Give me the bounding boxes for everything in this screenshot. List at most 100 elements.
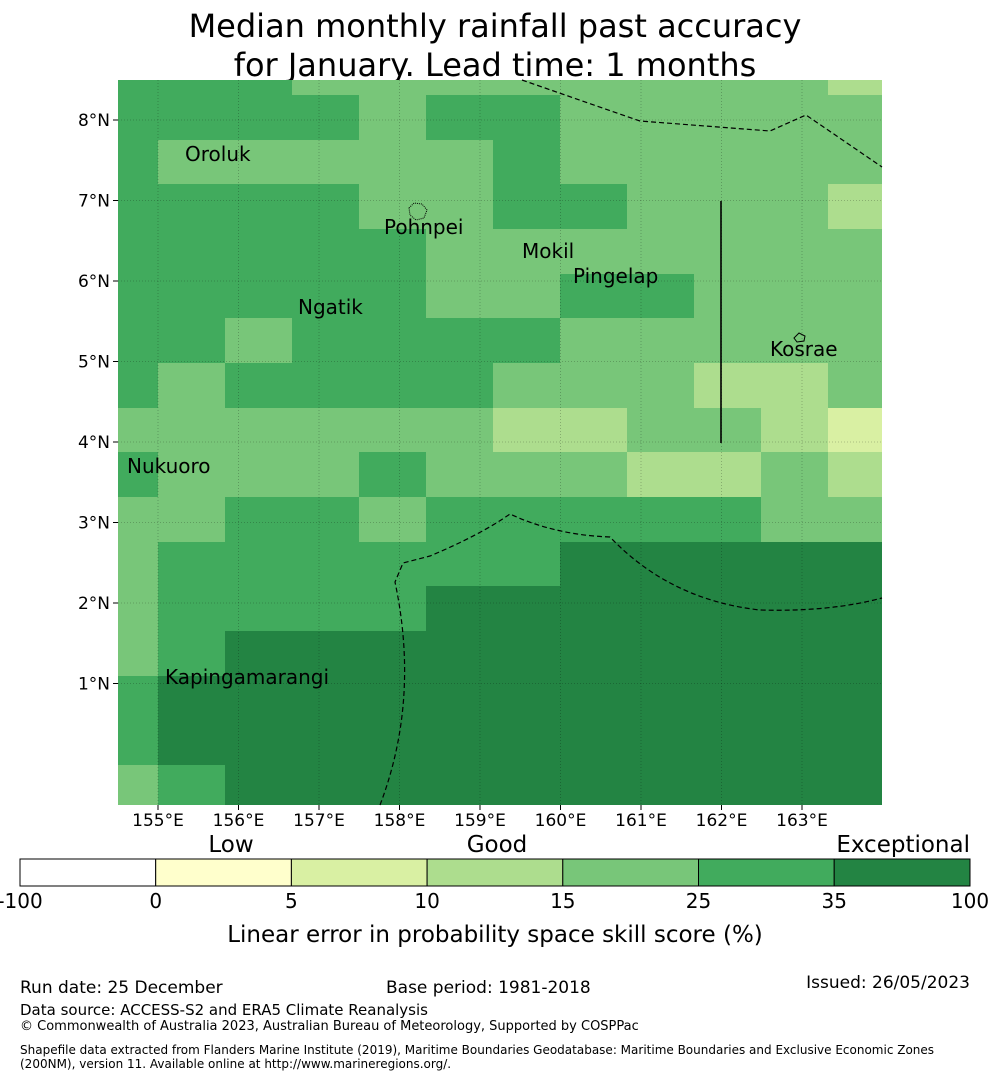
lon-tick-label: 162°E (696, 811, 748, 831)
lat-tick-label: 8°N (78, 111, 110, 131)
map-cell (426, 229, 882, 274)
lon-tick-label: 157°E (293, 811, 345, 831)
map-cell (292, 80, 828, 95)
chart-title-line-1: Median monthly rainfall past accuracy (188, 7, 802, 45)
map-cell (158, 676, 882, 765)
legend-tick: 5 (285, 889, 298, 913)
place-label-pohnpei: Pohnpei (384, 215, 464, 239)
legend-bin (426, 858, 564, 887)
map-cell (118, 542, 158, 586)
map-cell (493, 408, 627, 452)
map-cell (118, 765, 158, 805)
lat-tick-label: 7°N (78, 192, 110, 212)
copyright: © Commonwealth of Australia 2023, Austra… (20, 1019, 639, 1034)
lon-tick-label: 159°E (454, 811, 506, 831)
map-cell (158, 631, 225, 676)
place-label-ngatik: Ngatik (298, 295, 363, 319)
legend-bin (19, 858, 157, 887)
map-cell (118, 80, 292, 95)
map-cell (828, 184, 882, 229)
map-cell (118, 274, 426, 318)
map-cell (828, 452, 882, 497)
legend-axis-label: Linear error in probability space skill … (227, 922, 763, 948)
place-label-kosrae: Kosrae (770, 337, 838, 361)
map-cell (627, 184, 828, 229)
map-cell (761, 497, 882, 542)
map-cell (694, 274, 882, 318)
place-label-nukuoro: Nukuoro (127, 454, 211, 478)
legend-tick: -100 (0, 889, 43, 913)
map-cell (828, 408, 882, 452)
place-label-pingelap: Pingelap (573, 264, 658, 288)
map-cell (118, 586, 158, 631)
legend-tick: 25 (686, 889, 711, 913)
map-cell (828, 80, 882, 95)
lat-tick-label: 1°N (78, 675, 110, 695)
legend-tick: 10 (414, 889, 439, 913)
lat-tick-label: 4°N (78, 433, 110, 453)
map-cell (158, 765, 225, 805)
map-cell (426, 95, 560, 140)
lat-tick-label: 6°N (78, 272, 110, 292)
map-cell (493, 140, 560, 184)
base-period: Base period: 1981-2018 (386, 978, 591, 998)
map-cell (426, 452, 627, 497)
map-cell (225, 765, 882, 805)
legend-category-good: Good (467, 832, 528, 858)
map-cell (359, 184, 493, 229)
chart-title-line-2: for January. Lead time: 1 months (233, 46, 757, 84)
legend-tick: 0 (149, 889, 162, 913)
map-cell (225, 363, 493, 408)
map-gridlines (118, 80, 882, 805)
map-cell (493, 363, 694, 408)
map-cell (158, 140, 493, 184)
legend-tick: 35 (821, 889, 846, 913)
lat-tick-label: 3°N (78, 514, 110, 534)
place-label-mokil: Mokil (522, 239, 574, 263)
legend-colorbar (19, 858, 971, 887)
shapefile-credit-line-2: (200NM), version 11. Available online at… (20, 1057, 452, 1071)
map-cell (158, 586, 426, 631)
map-cell (426, 497, 761, 542)
pohnpei-island-outline (408, 202, 428, 221)
map-cell (118, 140, 158, 184)
lon-tick-label: 156°E (213, 811, 265, 831)
map-cell (225, 318, 292, 363)
legend-category-low: Low (208, 832, 253, 858)
map-cell (560, 95, 882, 140)
legend-bin (562, 858, 699, 887)
map-cell (118, 229, 426, 274)
lon-tick-label: 155°E (132, 811, 184, 831)
map-cell (118, 95, 359, 140)
map-cell (158, 542, 560, 586)
map-cell (627, 408, 761, 452)
map-cell (158, 363, 225, 408)
legend-bin (698, 858, 835, 887)
map-cell (560, 274, 694, 318)
map-cell (359, 452, 426, 497)
map-cell (225, 497, 359, 542)
map-cell (828, 363, 882, 408)
map-cell (627, 452, 761, 497)
map-cell (118, 363, 158, 408)
eez-boundaries (379, 79, 883, 806)
lat-tick-label: 2°N (78, 594, 110, 614)
map-cell (118, 676, 158, 765)
shapefile-credit-line-1: Shapefile data extracted from Flanders M… (20, 1043, 935, 1057)
data-source: Data source: ACCESS-S2 and ERA5 Climate … (20, 1001, 428, 1019)
map-cell (560, 140, 882, 184)
map-cell (359, 497, 426, 542)
map-cell (158, 452, 359, 497)
legend-bin (833, 858, 971, 887)
map-cell (118, 318, 225, 363)
map-cell (118, 184, 359, 229)
legend-category-exceptional: Exceptional (836, 832, 970, 858)
map-cell (292, 318, 560, 363)
map-cell (560, 542, 882, 586)
map-cell (761, 408, 828, 452)
place-label-oroluk: Oroluk (185, 142, 251, 166)
map-cell (426, 586, 882, 631)
issued-date: Issued: 26/05/2023 (806, 973, 970, 993)
lon-tick-label: 158°E (374, 811, 426, 831)
